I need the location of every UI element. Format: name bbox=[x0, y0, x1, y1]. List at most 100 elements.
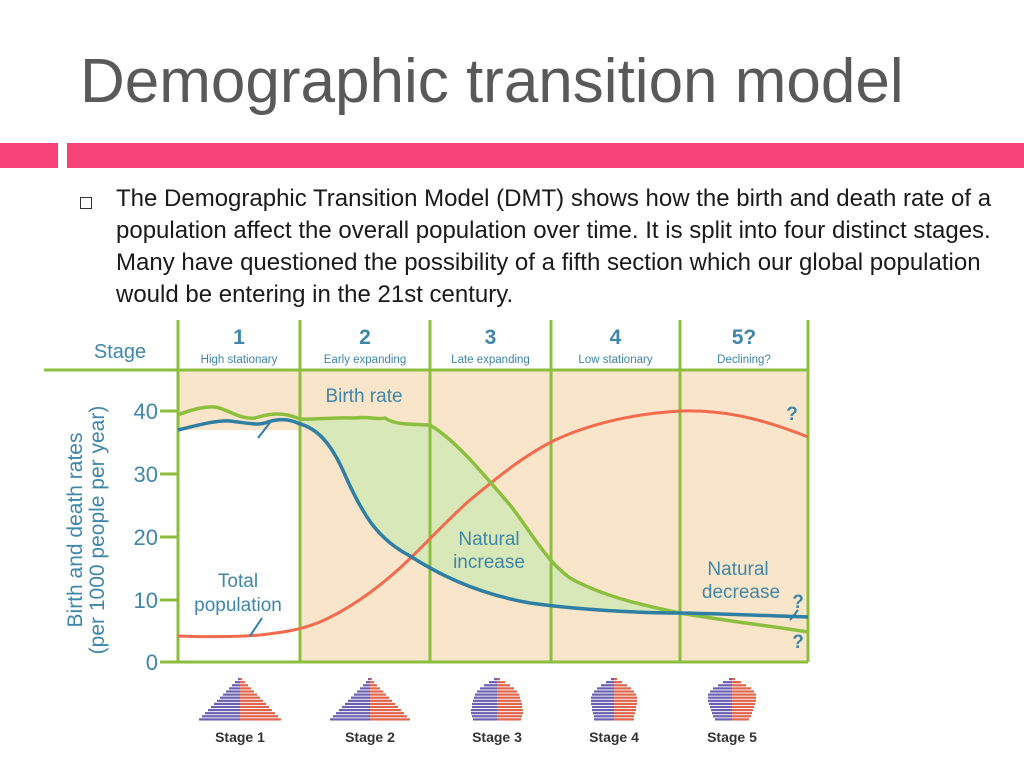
pyramid-bar-male bbox=[710, 705, 732, 709]
pyramid-bar-male bbox=[330, 718, 370, 721]
pyramid-bar-male bbox=[354, 693, 370, 696]
death-rate-curve bbox=[177, 417, 809, 619]
title-rule bbox=[67, 143, 1024, 168]
pyramid-bar-male bbox=[712, 712, 732, 715]
pyramid-bar-female bbox=[370, 690, 383, 693]
pyramid-bar-male bbox=[594, 715, 614, 718]
natural-increase-label-line1: Natural bbox=[458, 529, 519, 550]
pyramid-bar-male bbox=[205, 712, 240, 715]
stage1-light-area bbox=[178, 430, 300, 662]
stage-header-label: Stage bbox=[94, 341, 146, 363]
pyramid-bar-female bbox=[240, 678, 242, 681]
pyramid-bar-male bbox=[345, 702, 370, 705]
pyramid-bar-female bbox=[614, 684, 627, 687]
pyramid-bar-female bbox=[497, 715, 522, 718]
pyramid-label-4: Stage 4 bbox=[589, 729, 639, 745]
pyramid-bar-male bbox=[223, 693, 240, 696]
pyramid-bar-female bbox=[370, 705, 398, 709]
pyramid-bar-male bbox=[489, 681, 497, 684]
pyramid-bar-male bbox=[220, 696, 240, 699]
pyramid-bar-female bbox=[614, 681, 622, 684]
stage-titles: 1 High stationary 2 Early expanding 3 Late ex… bbox=[201, 326, 771, 366]
pyramid-bar-female bbox=[370, 702, 395, 705]
stage-number-1: 1 bbox=[233, 326, 245, 349]
pyramid-bar-male bbox=[235, 681, 240, 684]
pyramid-bar-female bbox=[732, 678, 735, 681]
pyramid-bar-male bbox=[718, 684, 732, 687]
pyramid-bar-male bbox=[601, 684, 614, 687]
pyramid-bar-male bbox=[336, 712, 370, 715]
pyramid-bar-female bbox=[732, 690, 754, 693]
pyramid-bar-male bbox=[342, 705, 370, 709]
question-mark-birth: ? bbox=[786, 404, 798, 425]
pyramid-bar-male bbox=[226, 690, 240, 693]
pyramid-bar-female bbox=[497, 687, 514, 690]
stage-number-3: 3 bbox=[485, 326, 497, 349]
pyramid-bar-male bbox=[366, 681, 370, 684]
y-ticks: 0 10 20 30 40 bbox=[134, 399, 178, 675]
pyramid-label-2: Stage 2 bbox=[345, 729, 395, 745]
pyramid-bar-male bbox=[217, 699, 240, 702]
pyramid-bar-female bbox=[370, 681, 374, 684]
pyramid-bar-male bbox=[351, 696, 370, 699]
pyramid-bar-male bbox=[238, 678, 240, 681]
total-population-label-line2: population bbox=[194, 595, 282, 616]
pyramid-bar-male bbox=[593, 712, 614, 715]
pyramid-bar-male bbox=[471, 709, 497, 712]
stage-name-1: High stationary bbox=[201, 354, 278, 366]
pyramid-stage-4: Stage 4 bbox=[589, 678, 639, 745]
pyramid-bar-female bbox=[732, 687, 751, 690]
stage-number-2: 2 bbox=[359, 326, 371, 349]
pyramid-bar-female bbox=[732, 684, 746, 687]
pyramid-stage-1: Stage 1 bbox=[199, 678, 281, 745]
pyramid-bar-female bbox=[240, 693, 257, 696]
pyramid-bar-female bbox=[370, 709, 401, 712]
pyramid-label-3: Stage 3 bbox=[472, 729, 522, 745]
pyramid-bar-male bbox=[708, 699, 732, 702]
pyramid-bar-female bbox=[240, 705, 269, 709]
bullet-text: The Demographic Transition Model (DMT) s… bbox=[116, 185, 992, 308]
pyramid-bar-female bbox=[497, 705, 522, 709]
pyramid-bar-female bbox=[497, 693, 519, 696]
pyramid-bar-male bbox=[472, 715, 497, 718]
pyramid-bar-female bbox=[370, 712, 404, 715]
y-tick-0: 0 bbox=[146, 650, 158, 675]
death-rate-pointer bbox=[257, 419, 273, 439]
pyramid-bar-female bbox=[497, 702, 522, 705]
stage-name-4: Low stationary bbox=[578, 354, 652, 366]
y-axis-label-line1: Birth and death rates bbox=[64, 433, 87, 628]
y-tick-40: 40 bbox=[134, 399, 158, 424]
pyramid-bar-male bbox=[474, 696, 497, 699]
pyramid-bar-female bbox=[240, 699, 263, 702]
pyramid-bar-female bbox=[370, 699, 392, 702]
pyramid-bar-female bbox=[732, 681, 741, 684]
y-tick-30: 30 bbox=[134, 462, 158, 487]
pyramid-bar-female bbox=[370, 715, 407, 718]
pyramid-bar-male bbox=[473, 699, 497, 702]
natural-increase-area bbox=[300, 417, 680, 613]
question-mark-population: ? bbox=[792, 592, 804, 613]
pyramid-bar-female bbox=[370, 687, 380, 690]
pyramid-bar-male bbox=[477, 690, 497, 693]
pyramid-bar-male bbox=[211, 705, 240, 709]
pyramid-bar-male bbox=[708, 696, 732, 699]
pyramid-bar-male bbox=[363, 684, 370, 687]
pyramid-bar-female bbox=[497, 699, 521, 702]
pyramid-bar-male bbox=[473, 718, 497, 721]
pyramid-bar-female bbox=[614, 693, 636, 696]
y-tick-20: 20 bbox=[134, 525, 158, 550]
pyramid-bar-female bbox=[497, 712, 523, 715]
natural-decrease-label-line2: decrease bbox=[702, 582, 780, 603]
pyramid-bar-female bbox=[614, 678, 617, 681]
pyramid-bar-male bbox=[208, 709, 240, 712]
pyramid-bar-male bbox=[348, 699, 370, 702]
pyramid-bar-male bbox=[711, 709, 732, 712]
pyramid-bar-male bbox=[594, 718, 614, 721]
pyramid-bar-female bbox=[614, 712, 635, 715]
stage-number-4: 4 bbox=[610, 326, 622, 349]
pyramid-bar-male bbox=[471, 712, 497, 715]
total-population-curve bbox=[177, 409, 809, 639]
bullet-square-icon bbox=[80, 197, 92, 209]
question-mark-death: ? bbox=[792, 632, 804, 653]
pyramid-stage-5: Stage 5 bbox=[707, 678, 757, 745]
